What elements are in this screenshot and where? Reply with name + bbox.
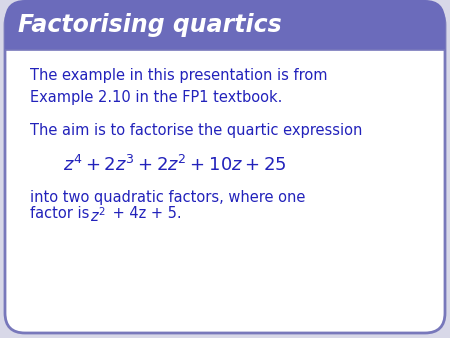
Text: The aim is to factorise the quartic expression: The aim is to factorise the quartic expr… — [30, 123, 362, 138]
FancyBboxPatch shape — [5, 0, 445, 50]
Bar — [5, 25, 445, 50]
Text: $z^{4} + 2z^{3} + 2z^{2} + 10z + 25$: $z^{4} + 2z^{3} + 2z^{2} + 10z + 25$ — [63, 155, 287, 175]
Text: + 4z + 5.: + 4z + 5. — [108, 206, 182, 221]
Text: factor is: factor is — [30, 206, 94, 221]
Text: Factorising quartics: Factorising quartics — [18, 13, 282, 37]
Text: The example in this presentation is from
Example 2.10 in the FP1 textbook.: The example in this presentation is from… — [30, 68, 328, 105]
FancyBboxPatch shape — [5, 5, 445, 333]
Text: into two quadratic factors, where one: into two quadratic factors, where one — [30, 190, 306, 205]
Text: $z^{2}$: $z^{2}$ — [90, 206, 106, 225]
